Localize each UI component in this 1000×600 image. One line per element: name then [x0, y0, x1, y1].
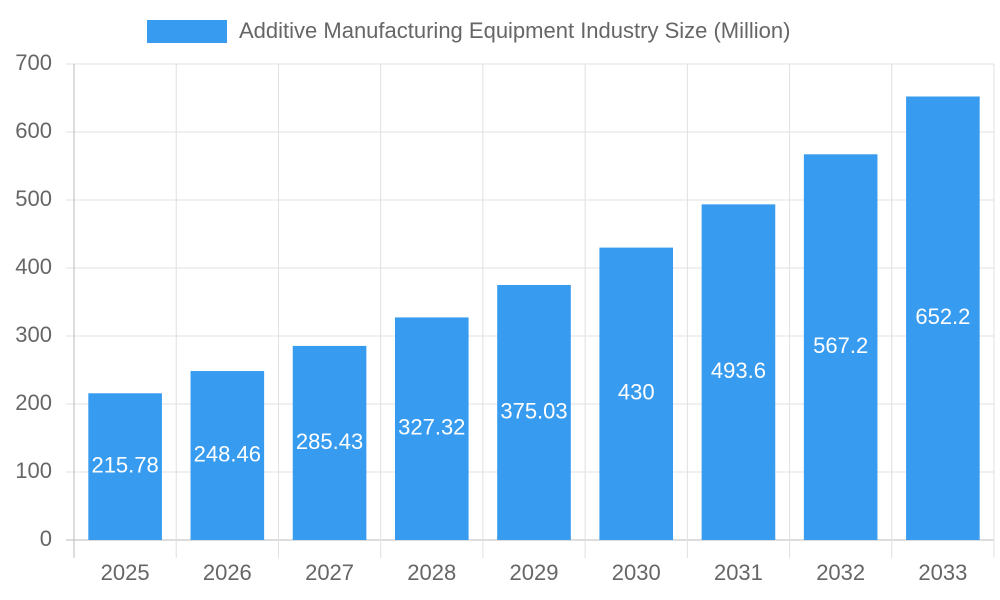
y-tick-label: 300: [15, 322, 52, 347]
data-label: 652.2: [915, 304, 970, 329]
x-tick-label: 2031: [714, 560, 763, 585]
y-tick-label: 500: [15, 186, 52, 211]
data-label: 248.46: [194, 441, 261, 466]
y-tick-label: 200: [15, 390, 52, 415]
data-label: 215.78: [91, 452, 158, 477]
y-tick-label: 0: [40, 526, 52, 551]
data-label: 430: [618, 380, 655, 405]
data-label: 493.6: [711, 358, 766, 383]
x-tick-label: 2029: [510, 560, 559, 585]
bar: [190, 371, 265, 540]
data-label: 375.03: [500, 398, 567, 423]
x-tick-label: 2026: [203, 560, 252, 585]
bar: [906, 96, 980, 540]
data-label: 327.32: [398, 415, 465, 440]
bar: [88, 393, 162, 540]
bar: [292, 345, 367, 540]
legend-label: Additive Manufacturing Equipment Industr…: [239, 18, 790, 43]
y-tick-label: 100: [15, 458, 52, 483]
bar: [599, 247, 674, 540]
bar: [803, 154, 878, 540]
y-tick-label: 600: [15, 118, 52, 143]
x-tick-label: 2027: [305, 560, 354, 585]
data-label: 285.43: [296, 429, 363, 454]
bar: [701, 204, 776, 541]
data-label: 567.2: [813, 333, 868, 358]
x-tick-label: 2033: [918, 560, 967, 585]
bar: [497, 284, 571, 540]
x-tick-label: 2025: [101, 560, 150, 585]
x-tick-label: 2030: [612, 560, 661, 585]
y-tick-label: 400: [15, 254, 52, 279]
x-tick-label: 2032: [816, 560, 865, 585]
bar: [394, 317, 469, 540]
legend-swatch: [147, 20, 227, 43]
x-tick-label: 2028: [407, 560, 456, 585]
y-tick-label: 700: [15, 50, 52, 75]
